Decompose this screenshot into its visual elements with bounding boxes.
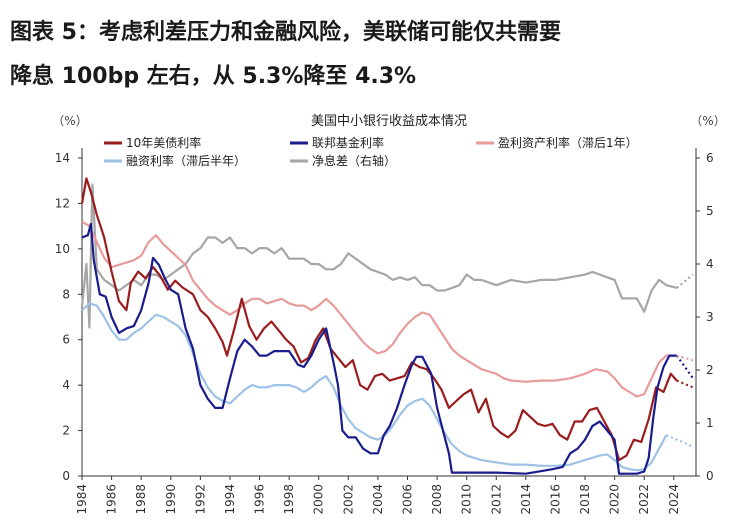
figure-title-line-1: 图表 5：考虑利差压力和金融风险，美联储可能仅共需要 [10, 20, 561, 45]
left-tick-label: 14 [55, 151, 70, 165]
x-tick-label: 1984 [75, 484, 89, 515]
right-tick-label: 0 [706, 469, 714, 483]
legend-label-1: 联邦基金利率 [312, 135, 384, 150]
projection-line-2 [676, 354, 694, 362]
x-tick-label: 2020 [608, 484, 622, 515]
x-tick-label: 2010 [460, 484, 474, 515]
projection-line-0 [676, 379, 694, 389]
x-tick-label: 1996 [253, 484, 267, 515]
left-tick-label: 10 [55, 242, 70, 256]
projection-line-4 [676, 273, 694, 289]
left-tick-label: 0 [62, 469, 70, 483]
x-tick-label: 1998 [282, 484, 296, 515]
left-tick-label: 2 [62, 424, 70, 438]
series-line-4 [80, 183, 678, 329]
left-tick-label: 12 [55, 196, 70, 210]
right-tick-label: 6 [706, 151, 714, 165]
x-tick-label: 2004 [371, 484, 385, 515]
legend-label-3: 融资利率（滞后半年） [126, 153, 246, 168]
legend-label-2: 盈利资产利率（滞后1年） [498, 135, 638, 150]
series-line-3 [81, 302, 668, 472]
x-tick-label: 2000 [312, 484, 326, 515]
left-axis-unit: （%） [52, 114, 87, 128]
x-tick-label: 2008 [430, 484, 444, 515]
series-line-0 [80, 177, 678, 462]
x-tick-label: 2012 [489, 484, 503, 515]
right-tick-label: 5 [706, 204, 714, 218]
left-tick-label: 6 [62, 333, 70, 347]
series-line-1 [81, 222, 677, 475]
x-tick-label: 2006 [400, 484, 414, 515]
legend-label-0: 10年美债利率 [126, 135, 201, 150]
left-tick-label: 8 [62, 287, 70, 301]
x-tick-label: 1986 [105, 484, 119, 515]
right-tick-label: 2 [706, 363, 714, 377]
right-tick-label: 3 [706, 310, 714, 324]
series-line-2 [81, 220, 677, 398]
x-tick-label: 1992 [193, 484, 207, 515]
x-tick-label: 2024 [667, 484, 681, 515]
x-tick-label: 2022 [637, 484, 651, 515]
right-tick-label: 4 [706, 257, 714, 271]
x-tick-label: 2016 [548, 484, 562, 515]
left-tick-label: 4 [62, 378, 70, 392]
legend-label-4: 净息差（右轴） [312, 153, 396, 168]
x-tick-label: 1988 [134, 484, 148, 515]
right-axis-unit: （%） [690, 114, 725, 128]
figure-title-line-2: 降息 100bp 左右，从 5.3%降至 4.3% [10, 64, 417, 89]
x-tick-label: 2014 [519, 484, 533, 515]
right-tick-label: 1 [706, 416, 714, 430]
x-tick-label: 2018 [578, 484, 592, 515]
chart-title: 美国中小银行收益成本情况 [311, 114, 467, 129]
x-tick-label: 1994 [223, 484, 237, 515]
x-tick-label: 2002 [341, 484, 355, 515]
projection-line-3 [665, 434, 694, 448]
projection-line-1 [675, 354, 694, 379]
x-tick-label: 1990 [164, 484, 178, 515]
